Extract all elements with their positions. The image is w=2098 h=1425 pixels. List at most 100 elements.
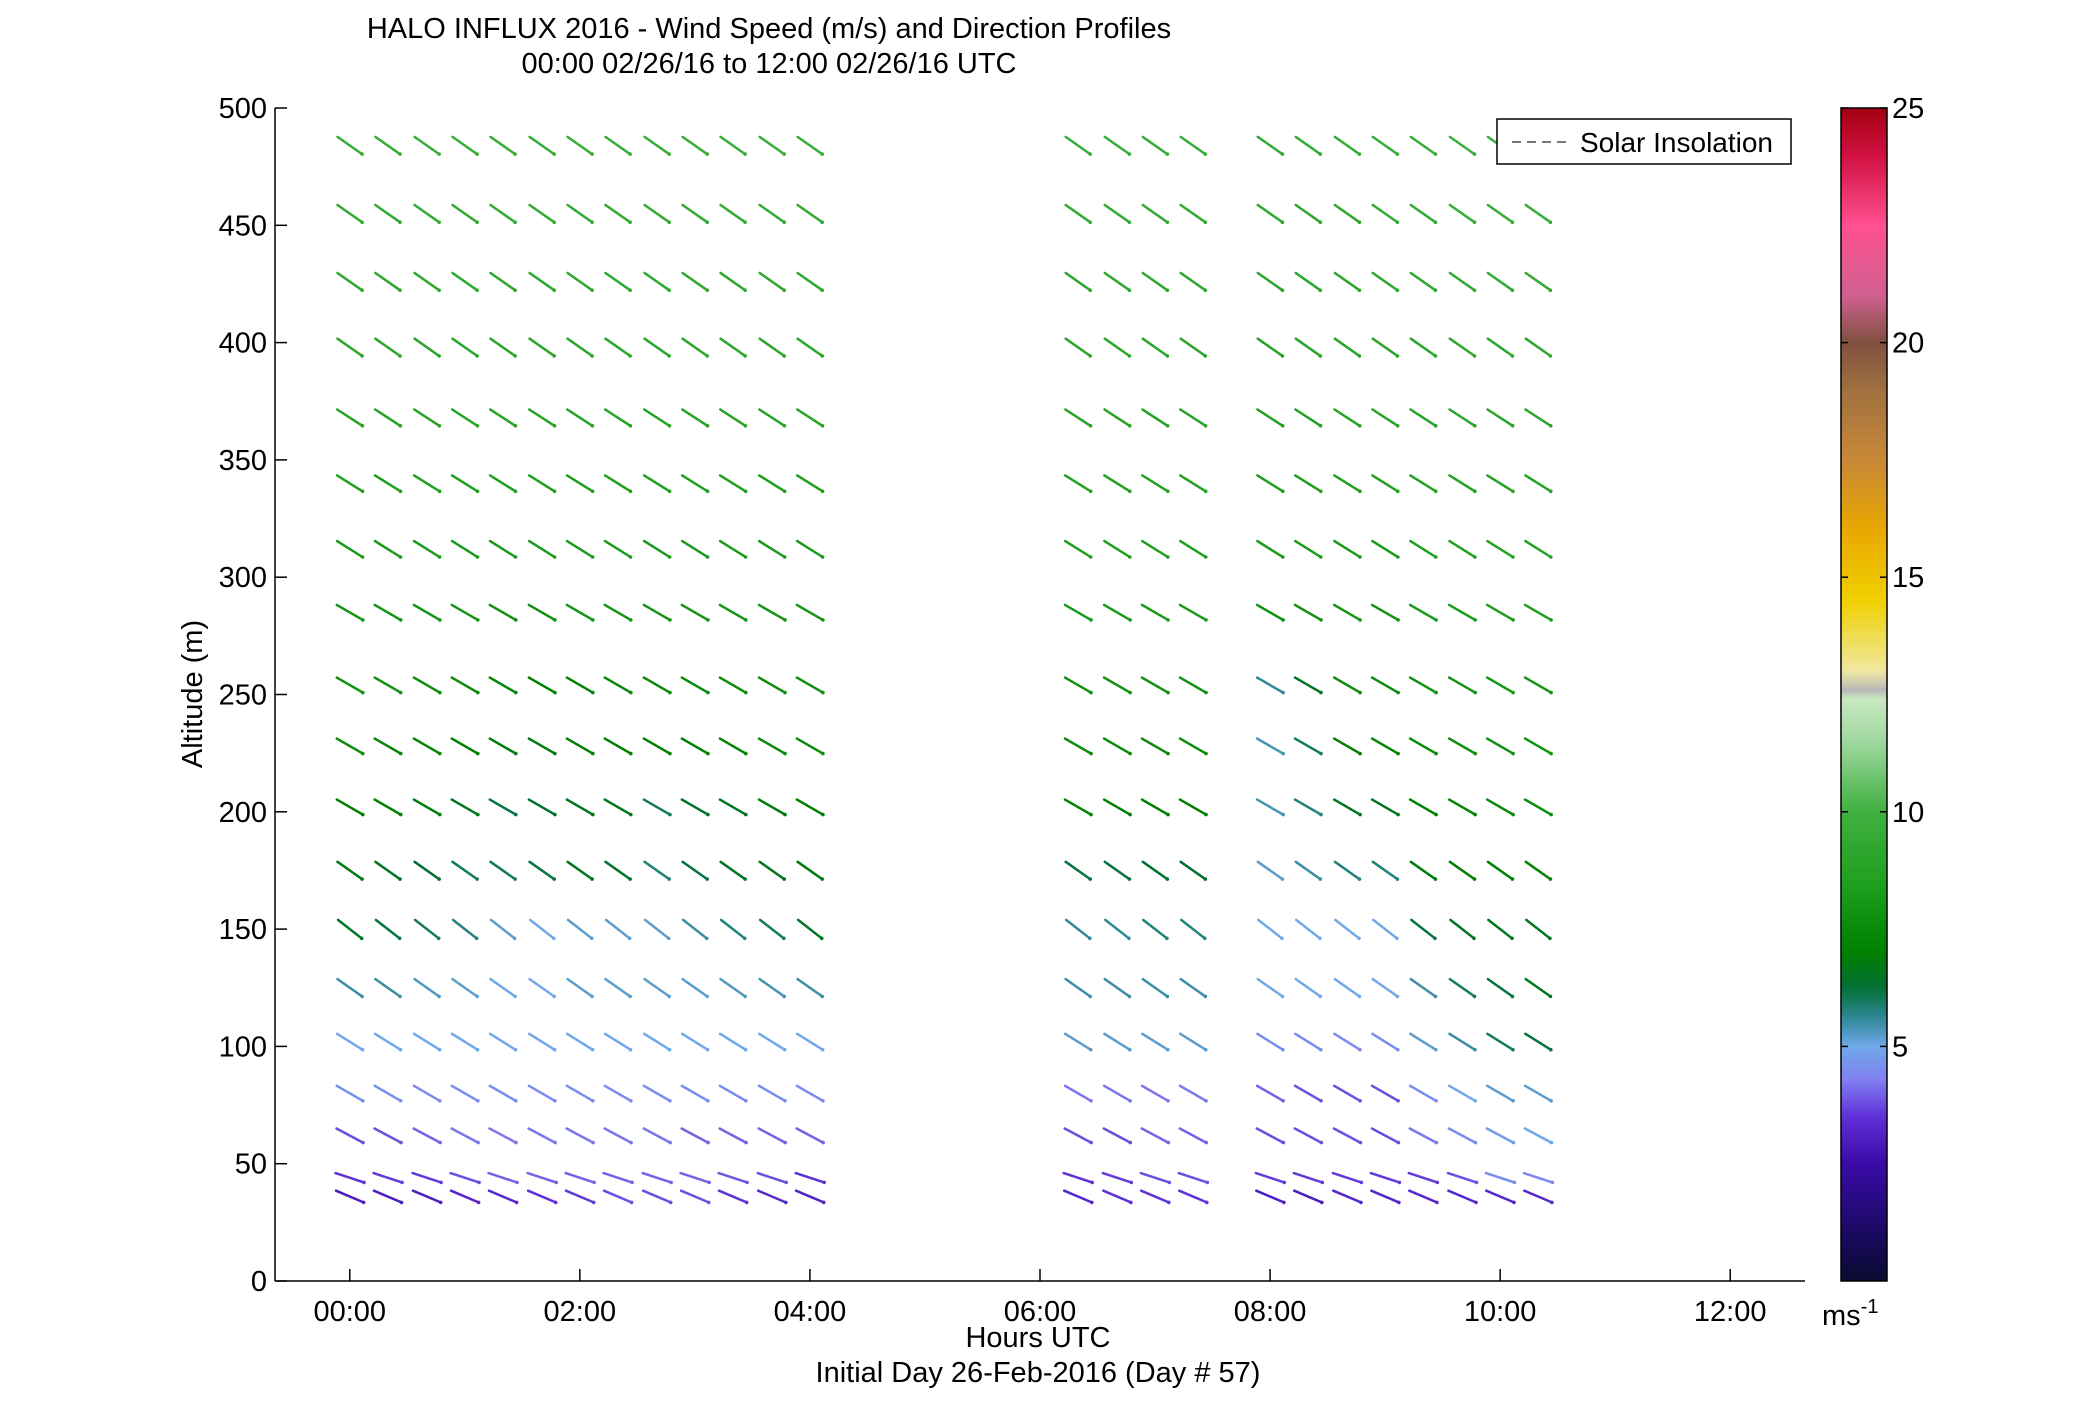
wind-barb-tip [554,1180,558,1185]
wind-barb-tip [361,1099,365,1103]
wind-barb-tip [628,489,633,494]
wind-barb [1409,203,1437,224]
wind-barb [1333,860,1361,881]
wind-barb [1372,918,1399,940]
wind-barb-tip [1396,1047,1400,1052]
wind-barb [1141,539,1170,559]
wind-barb [719,203,747,224]
wind-barb-tip [1549,1099,1553,1103]
wind-barb-tip [437,877,441,881]
wind-barb [603,798,633,816]
wind-barb-tip [398,489,403,494]
wind-barb-tip [1395,424,1400,428]
wind-barb [795,539,824,559]
wind-barb-tip [1548,936,1552,941]
wind-barb [604,135,632,156]
wind-barb-tip [1358,555,1362,559]
wind-barb-tip [1127,877,1132,881]
wind-barb-tip [1318,877,1323,881]
wind-barb-tip [398,1099,403,1103]
wind-barb-tip [475,489,480,494]
wind-barb [603,539,632,559]
wind-barb-tip [475,152,479,156]
wind-barb-tip [1088,877,1092,881]
wind-barb-tip [1395,994,1400,999]
wind-barb [1103,203,1131,224]
wind-barb [1371,474,1400,493]
wind-barb [413,337,441,358]
wind-barb [603,1127,633,1144]
wind-barb-tip [361,1200,366,1205]
wind-barb [1255,1084,1285,1103]
wind-barb-tip [513,288,517,293]
wind-barb-tip [821,618,825,622]
wind-barb [528,337,556,358]
wind-barb-tip [590,354,594,358]
wind-barb-tip [1396,489,1400,494]
wind-barb [643,271,671,292]
wind-barb-tip [1203,936,1207,941]
wind-barb [527,1084,557,1103]
wind-barb [680,798,710,816]
wind-barb [796,135,824,156]
wind-barb [1103,977,1131,998]
wind-barb-tip [1472,936,1476,941]
wind-barb [449,1189,480,1204]
wind-barb-tip [782,288,786,293]
wind-barb [1141,337,1169,358]
wind-barb [1064,337,1092,358]
wind-barb-tip [705,994,709,999]
wind-barb-tip [1205,1200,1209,1205]
wind-barb-tip [437,424,442,428]
wind-barb [372,1171,404,1184]
chart-title: HALO INFLUX 2016 - Wind Speed (m/s) and … [367,13,1171,45]
wind-barb-tip [705,877,709,881]
wind-barb-tip [438,1200,443,1205]
wind-barb-tip [1395,288,1400,293]
wind-barb [335,1084,365,1103]
wind-barb [450,1084,480,1103]
wind-barb-tip [783,812,787,817]
wind-barb [718,474,747,493]
wind-barb [1332,1084,1362,1103]
wind-barb [1332,798,1362,816]
wind-barb-tip [1127,994,1132,999]
wind-barb [681,337,709,358]
wind-barb-tip [629,1140,633,1145]
wind-barb [1103,539,1132,559]
wind-barb-tip [398,354,402,358]
wind-barb [413,271,441,292]
wind-barb [412,539,441,559]
wind-barb [1485,737,1515,755]
wind-barb [1063,539,1092,559]
wind-barb [717,1171,749,1184]
wind-barb [1408,1189,1439,1204]
wind-barb [1371,1032,1400,1051]
wind-barb-tip [743,489,748,494]
wind-barb [719,918,746,940]
wind-barb-tip [1395,152,1400,156]
wind-barb-tip [1281,489,1285,494]
wind-barb [1371,135,1399,156]
wind-barb [527,539,556,559]
wind-barb-tip [1204,618,1208,622]
wind-barb [1523,603,1553,622]
wind-barb [642,1084,672,1103]
wind-barb-tip [552,424,557,428]
wind-barb-tip [1358,618,1362,622]
chart-subtitle: 00:00 02/26/16 to 12:00 02/26/16 UTC [522,48,1017,80]
wind-barb [1141,918,1169,940]
wind-barb [336,860,364,881]
wind-barb [566,203,594,224]
wind-barb-tip [1165,220,1170,224]
wind-barb [412,1084,442,1103]
wind-barb [1102,1189,1133,1204]
wind-barb [1064,271,1092,292]
wind-barb-tip [1204,1099,1208,1103]
wind-barb-tip [1397,1200,1401,1205]
wind-barb [335,676,365,694]
wind-barb-tip [1511,812,1515,817]
wind-barb-tip [1128,751,1132,756]
y-tick-label: 100 [219,1031,267,1063]
wind-barb-tip [591,1099,595,1103]
